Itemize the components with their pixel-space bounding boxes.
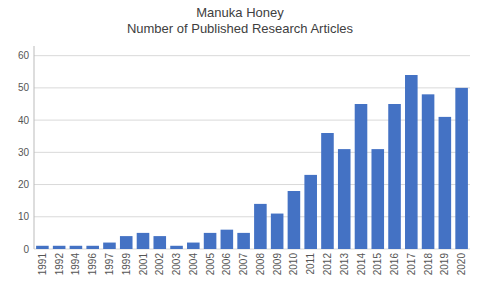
bars xyxy=(36,75,468,249)
bar xyxy=(371,149,384,249)
bar xyxy=(455,88,468,249)
y-axis-line xyxy=(34,46,35,249)
bar xyxy=(422,94,435,249)
grid-line xyxy=(34,216,470,217)
bar xyxy=(53,246,66,249)
x-tick-label: 2018 xyxy=(423,253,434,276)
grid-line xyxy=(34,152,470,153)
bar xyxy=(338,149,351,249)
x-tick-label: 2001 xyxy=(138,253,149,276)
bar xyxy=(36,246,49,249)
x-tick-label: 2017 xyxy=(406,253,417,276)
x-tick-label: 2002 xyxy=(154,253,165,276)
x-tick-label: 2003 xyxy=(171,253,182,276)
x-tick-label: 2010 xyxy=(288,253,299,276)
grid-line xyxy=(34,249,470,250)
x-tick-label: 2006 xyxy=(221,253,232,276)
grid-line xyxy=(34,55,470,56)
x-tick-label: 2014 xyxy=(356,253,367,276)
y-tick-label: 10 xyxy=(18,211,30,222)
bar xyxy=(304,175,317,249)
y-axis: 0 10 20 30 40 50 60 xyxy=(18,46,34,255)
y-tick-label: 30 xyxy=(18,147,30,158)
x-tick-label: 2019 xyxy=(439,253,450,276)
x-tick-label: 2004 xyxy=(188,253,199,276)
x-tick-label: 1997 xyxy=(104,253,115,276)
chart: Manuka HoneyNumber of Published Research… xyxy=(0,0,480,287)
y-tick-label: 50 xyxy=(18,82,30,93)
bar xyxy=(137,233,150,249)
bar xyxy=(120,236,133,249)
grid-line xyxy=(34,87,470,88)
x-tick-label: 2013 xyxy=(339,253,350,276)
x-tick-label: 2011 xyxy=(305,253,316,275)
x-tick-label: 1999 xyxy=(121,253,132,276)
x-axis: 1991 1992 1994 1996 1997 1999 2001 2002 2003 2004… xyxy=(37,253,467,276)
bar xyxy=(355,104,368,249)
bar xyxy=(254,204,267,249)
x-tick-label: 2007 xyxy=(238,253,249,276)
bar xyxy=(388,104,401,249)
y-tick-label: 0 xyxy=(23,244,29,255)
bar xyxy=(103,243,116,249)
x-tick-label: 2016 xyxy=(389,253,400,276)
y-tick-label: 60 xyxy=(18,50,30,61)
grid-line xyxy=(34,184,470,185)
x-tick-label: 2008 xyxy=(255,253,266,276)
bar xyxy=(221,230,234,249)
bar xyxy=(237,233,250,249)
x-tick-label: 1991 xyxy=(37,253,48,276)
chart-container: Manuka HoneyNumber of Published Research… xyxy=(0,0,480,287)
x-tick-label: 1994 xyxy=(70,253,81,276)
y-tick-label: 20 xyxy=(18,179,30,190)
x-tick-label: 2009 xyxy=(272,253,283,276)
bar xyxy=(153,236,166,249)
grid-line xyxy=(34,120,470,121)
bar xyxy=(204,233,217,249)
y-tick-label: 40 xyxy=(18,115,30,126)
x-tick-label: 2015 xyxy=(372,253,383,276)
x-tick-label: 2020 xyxy=(456,253,467,276)
bar xyxy=(288,191,301,249)
bar xyxy=(405,75,418,249)
bar xyxy=(86,246,99,249)
bar xyxy=(439,117,452,249)
x-tick-label: 2012 xyxy=(322,253,333,276)
x-tick-label: 1992 xyxy=(54,253,65,276)
bar xyxy=(170,246,183,249)
bar xyxy=(70,246,83,249)
grid xyxy=(34,56,470,249)
x-tick-label: 2005 xyxy=(205,253,216,276)
title: Manuka HoneyNumber of Published Research… xyxy=(127,5,354,36)
x-tick-label: 1996 xyxy=(87,253,98,276)
bar xyxy=(187,243,200,249)
bar xyxy=(271,214,284,249)
bar xyxy=(321,133,334,249)
